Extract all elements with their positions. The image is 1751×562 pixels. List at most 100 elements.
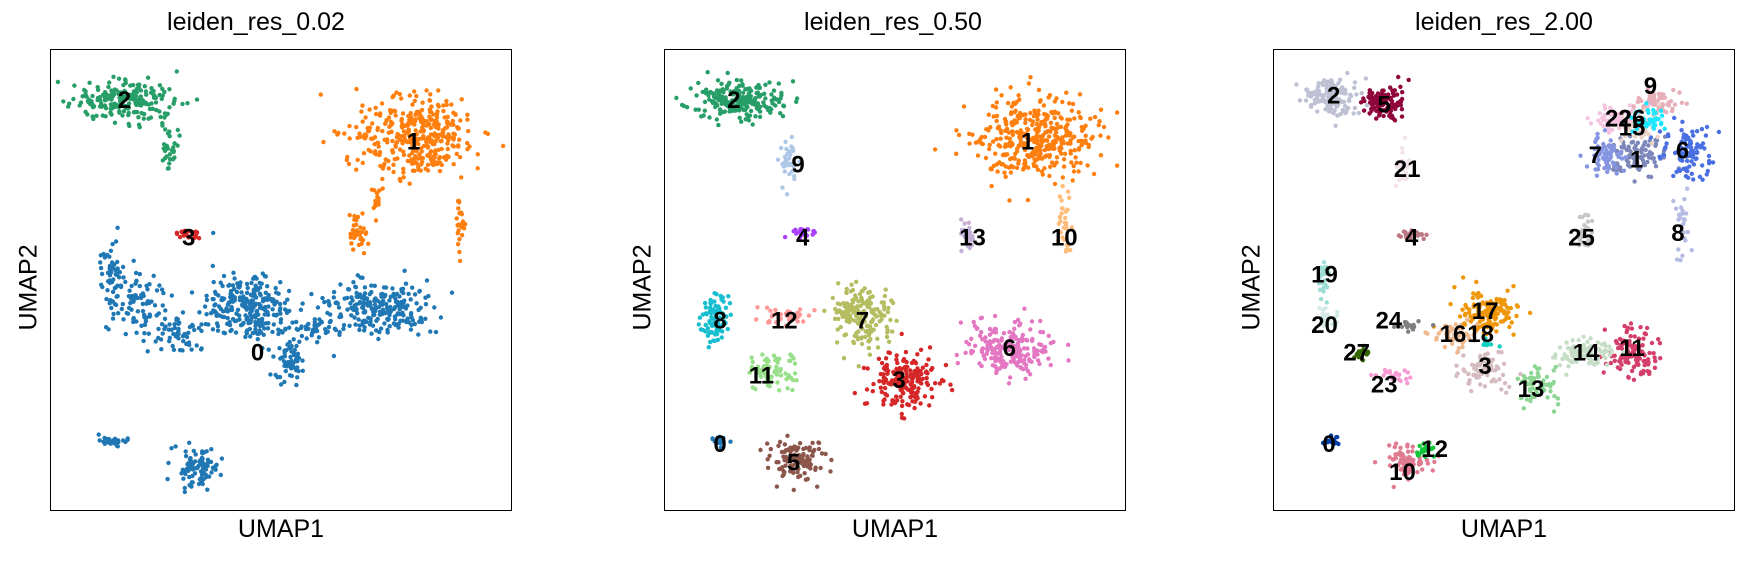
point	[220, 296, 225, 301]
point	[162, 115, 167, 120]
point	[327, 302, 332, 307]
point	[1497, 344, 1502, 349]
point	[463, 222, 468, 227]
point	[173, 444, 178, 449]
point	[1401, 466, 1407, 471]
point	[781, 454, 786, 459]
point	[756, 105, 762, 110]
point	[1006, 340, 1011, 346]
point	[1626, 375, 1631, 380]
point	[1589, 218, 1595, 224]
point	[111, 439, 116, 444]
point	[218, 472, 223, 478]
point	[877, 309, 882, 315]
point	[765, 320, 771, 325]
point	[1599, 342, 1604, 347]
point	[180, 101, 185, 107]
point	[87, 80, 92, 85]
point	[1003, 152, 1008, 158]
point	[457, 154, 463, 160]
point	[1535, 371, 1540, 376]
point	[1627, 134, 1633, 139]
point	[795, 470, 800, 475]
point	[335, 132, 340, 137]
point	[1455, 350, 1460, 355]
point	[220, 283, 225, 289]
point	[366, 128, 372, 134]
point	[1354, 92, 1359, 97]
point	[1077, 92, 1083, 97]
point	[1083, 133, 1088, 138]
point	[892, 371, 897, 376]
point	[729, 101, 734, 106]
point	[260, 345, 265, 351]
point	[877, 379, 882, 384]
point	[700, 89, 705, 95]
point	[1383, 97, 1389, 102]
point	[352, 315, 357, 320]
point	[765, 379, 770, 384]
cluster-13-points	[1515, 364, 1561, 414]
point	[263, 274, 268, 279]
point	[1710, 160, 1716, 165]
point	[141, 312, 147, 318]
point	[1320, 82, 1326, 88]
point	[1404, 376, 1409, 382]
point	[1606, 130, 1612, 135]
point	[397, 307, 402, 312]
point	[1469, 388, 1474, 394]
point	[1002, 144, 1008, 149]
point	[245, 285, 250, 291]
point	[837, 308, 842, 313]
point	[371, 312, 376, 318]
point	[167, 152, 173, 157]
point	[271, 354, 276, 359]
point	[401, 149, 406, 154]
point	[1681, 221, 1686, 226]
point	[1334, 320, 1339, 325]
point	[1012, 326, 1017, 331]
point	[1340, 109, 1346, 114]
point	[881, 366, 887, 371]
point	[1114, 110, 1120, 115]
point	[368, 136, 374, 141]
point	[1640, 371, 1646, 376]
point	[1609, 150, 1614, 155]
point	[918, 401, 923, 406]
point	[417, 289, 422, 294]
point	[271, 322, 276, 327]
point	[1622, 338, 1627, 343]
point	[413, 128, 418, 133]
point	[1003, 174, 1008, 179]
point	[787, 171, 792, 177]
point	[999, 162, 1004, 167]
point	[371, 309, 376, 314]
point	[189, 347, 194, 352]
point	[417, 136, 422, 142]
point	[1356, 349, 1361, 354]
point	[1019, 133, 1024, 138]
point	[338, 314, 344, 319]
point	[912, 405, 917, 411]
point	[867, 324, 873, 329]
point	[704, 87, 709, 92]
point	[1504, 390, 1509, 395]
point	[1487, 330, 1492, 336]
point	[901, 357, 907, 362]
point	[1633, 110, 1639, 115]
point	[859, 335, 864, 340]
point	[248, 334, 253, 339]
point	[925, 382, 931, 388]
point	[1629, 368, 1635, 374]
cluster-label-16: 16	[1440, 321, 1467, 348]
point	[773, 307, 778, 313]
point	[354, 167, 359, 172]
point	[1706, 153, 1712, 159]
point	[1581, 342, 1586, 348]
point	[879, 389, 884, 395]
point	[1331, 111, 1336, 116]
point	[702, 99, 708, 105]
point	[1455, 371, 1460, 376]
point	[156, 326, 161, 332]
point	[789, 314, 794, 320]
